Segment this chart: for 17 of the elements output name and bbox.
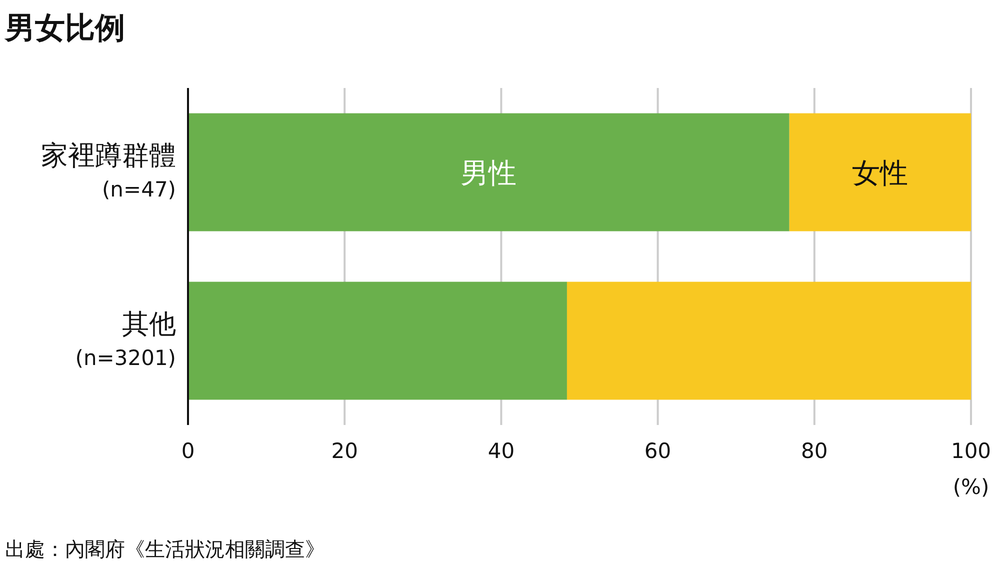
bar: [188, 282, 567, 400]
chart-title: 男女比例: [4, 11, 125, 46]
x-axis-title: (%): [952, 475, 990, 499]
bar: [566, 282, 971, 400]
x-tick-label: 100: [950, 439, 992, 463]
x-tick-label: 20: [331, 439, 358, 463]
series-label: 女性: [852, 156, 908, 190]
text: 出處：內閣府《生活狀況相關調查》: [5, 537, 325, 561]
bar: [789, 113, 971, 232]
y-tick-label: 家裡蹲群體 (n=47): [41, 140, 176, 202]
x-tick-label: 60: [644, 439, 672, 463]
series-label: 男性: [460, 156, 517, 190]
x-tick-label: 80: [801, 439, 828, 463]
y-tick-label: 其他 (n=3201): [75, 308, 176, 370]
bar: [188, 113, 790, 232]
x-tick-label: 0: [181, 439, 195, 463]
x-tick-label: 40: [488, 439, 515, 463]
